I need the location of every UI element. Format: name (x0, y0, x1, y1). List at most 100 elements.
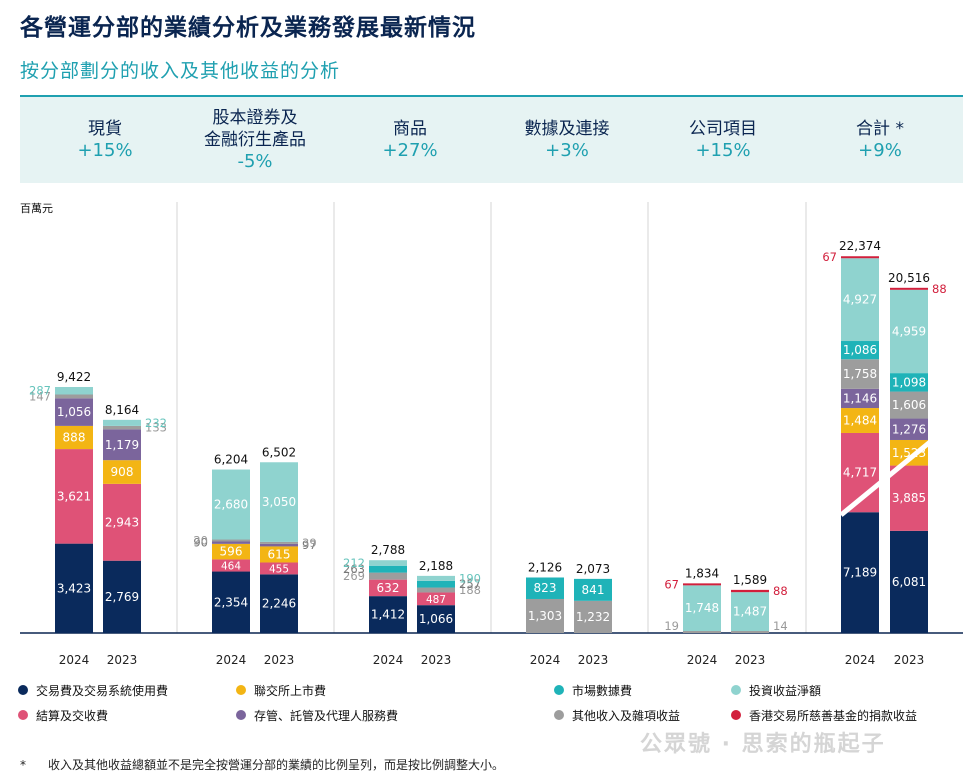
bar-total-label: 1,589 (733, 573, 767, 587)
legend-label: 投資收益淨額 (749, 684, 822, 698)
legend-item: 市場數據費 (554, 683, 722, 700)
bar-segment-other (526, 598, 564, 633)
segment-value-label: 455 (269, 563, 289, 575)
chart-legend: 交易費及交易系統使用費 聯交所上市費 市場數據費 投資收益淨額 結算及交收費 存… (18, 683, 968, 743)
x-tick-year-label: 2023 (735, 653, 766, 667)
bar-total-label: 6,204 (214, 453, 248, 467)
legend-swatch (554, 685, 564, 695)
segment-value-label: 487 (426, 594, 446, 606)
segment-header-spot: 現貨 +15% (30, 97, 180, 183)
segment-value-label-outside: 14 (773, 619, 788, 633)
segment-name: 商品 (393, 119, 427, 139)
bar-segment-clearing (55, 449, 93, 544)
bar-segment-other (369, 572, 407, 580)
segment-value-label-outside: 67 (664, 577, 679, 591)
segment-header-commodities: 商品 +27% (335, 97, 485, 183)
footnote: * 收入及其他收益總額並不是完全按營運分部的業績的比例呈列，而是按比例調整大小。 (20, 756, 504, 773)
legend-label: 結算及交收費 (36, 709, 109, 723)
bar-total-label: 8,164 (105, 403, 139, 417)
legend-label: 聯交所上市費 (254, 684, 327, 698)
segment-value-label: 4,927 (843, 293, 877, 307)
bar-segment-other (103, 425, 141, 430)
segment-value-label-outside: 133 (145, 421, 167, 435)
segment-value-label-outside: 88 (932, 282, 947, 296)
bar-segment-custody (212, 541, 250, 544)
bar-segment-trading (890, 530, 928, 633)
bar-segment-investment (260, 462, 298, 542)
bar-segment-investment (212, 469, 250, 540)
segment-header-total: 合計 * +9% (805, 97, 955, 183)
bar-segment-other (55, 394, 93, 399)
bar-segment-custody (103, 429, 141, 461)
segment-name: 公司項目 (689, 119, 757, 139)
segment-value-label: 7,189 (843, 566, 877, 580)
bar-segment-investment (417, 575, 455, 581)
x-tick-year-label: 2024 (216, 653, 247, 667)
bar-total-label: 2,073 (576, 562, 610, 576)
legend-label: 存管、託管及代理人服務費 (254, 709, 399, 723)
bar-segment-other (574, 600, 612, 633)
bar-total-label: 6,502 (262, 445, 296, 459)
segment-value-label: 1,412 (371, 608, 405, 622)
segment-value-label-outside: 88 (773, 584, 788, 598)
legend-label: 市場數據費 (572, 684, 633, 698)
segment-value-label: 3,423 (57, 581, 91, 595)
bar-total-label: 9,422 (57, 370, 91, 384)
segment-value-label-outside: 20 (193, 534, 208, 548)
legend-item: 香港交易所慈善基金的捐款收益 (731, 708, 929, 725)
y-unit-label: 百萬元 (20, 202, 53, 215)
bar-segment-other (417, 587, 455, 593)
segment-value-label: 841 (582, 583, 605, 597)
legend-swatch (236, 710, 246, 720)
segment-value-label-outside: 232 (145, 416, 167, 430)
segment-value-label: 615 (268, 547, 291, 561)
bar-segment-market-data (574, 578, 612, 601)
segment-value-label: 2,246 (262, 597, 296, 611)
x-tick-year-label: 2023 (578, 653, 609, 667)
segment-header-band: 現貨 +15% 股本證券及 金融衍生產品 -5% 商品 +27% 數據及連接 +… (20, 95, 963, 183)
bar-segment-trading (841, 512, 879, 633)
bar-segment-custody (890, 418, 928, 440)
bar-segment-listing (55, 425, 93, 450)
page-title: 各營運分部的業績分析及業務發展最新情況 (20, 15, 476, 41)
bar-segment-investment (890, 289, 928, 374)
bar-segment-clearing (369, 579, 407, 597)
scale-break-mark (839, 440, 932, 517)
segment-value-label-outside: 188 (459, 583, 481, 597)
x-tick-year-label: 2023 (107, 653, 138, 667)
bar-segment-listing (103, 460, 141, 484)
watermark-text: 公眾號 · 思索的瓶起子 (640, 732, 886, 757)
segment-value-label: 1,232 (576, 610, 610, 624)
segment-growth: -5% (237, 151, 273, 172)
bar-segment-investment (683, 585, 721, 631)
segment-value-label: 632 (377, 581, 400, 595)
bar-segment-donation (841, 256, 879, 259)
bar-segment-investment (731, 592, 769, 631)
bar-segment-investment (841, 258, 879, 342)
segment-value-label: 1,484 (843, 414, 877, 428)
segment-value-label: 1,146 (843, 391, 877, 405)
bar-segment-other (212, 539, 250, 542)
x-tick-year-label: 2023 (264, 653, 295, 667)
legend-label: 香港交易所慈善基金的捐款收益 (749, 709, 918, 723)
bar-segment-clearing (260, 562, 298, 575)
segment-value-label: 908 (111, 465, 134, 479)
segment-value-label: 3,885 (892, 491, 926, 505)
bar-segment-clearing (417, 592, 455, 606)
segment-header-corporate: 公司項目 +15% (648, 97, 798, 183)
segment-value-label-outside: 39 (302, 536, 317, 550)
segment-value-label-outside: 67 (822, 250, 837, 264)
legend-item: 聯交所上市費 (236, 683, 404, 700)
bar-segment-other (683, 631, 721, 633)
x-tick-year-label: 2023 (421, 653, 452, 667)
segment-growth: +3% (545, 140, 589, 161)
segment-value-label-outside: 147 (29, 389, 51, 403)
bar-segment-clearing (212, 559, 250, 572)
legend-label: 交易費及交易系統使用費 (36, 684, 169, 698)
segment-value-label: 2,943 (105, 515, 139, 529)
segment-value-label-outside: 97 (302, 538, 317, 552)
bar-segment-other (260, 541, 298, 544)
segment-growth: +15% (77, 140, 133, 161)
bar-segment-custody (55, 398, 93, 426)
